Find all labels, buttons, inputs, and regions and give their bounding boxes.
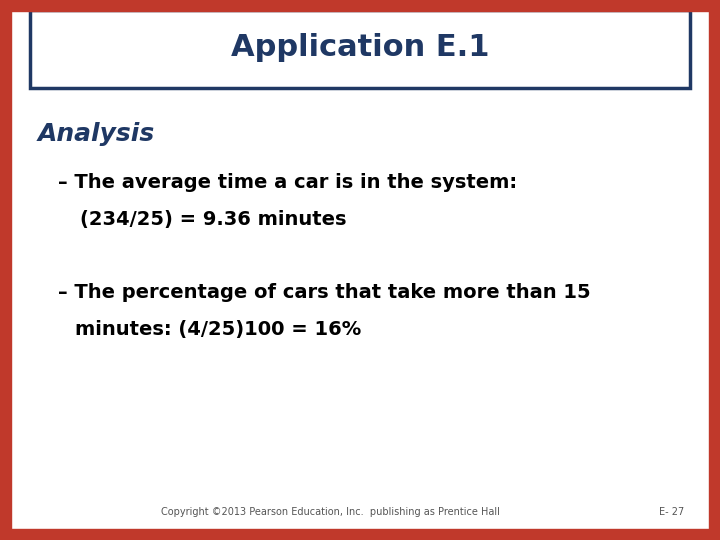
- Bar: [30, 10, 690, 88]
- Text: minutes: (4/25)100 = 16%: minutes: (4/25)100 = 16%: [75, 321, 361, 340]
- Text: (234/25) = 9.36 minutes: (234/25) = 9.36 minutes: [80, 211, 346, 229]
- Text: – The average time a car is in the system:: – The average time a car is in the syste…: [58, 172, 517, 192]
- Text: E- 27: E- 27: [660, 507, 685, 517]
- Bar: [0, 0, 720, 11]
- Bar: [0, 529, 720, 540]
- Bar: [0, 0, 11, 540]
- Text: Application E.1: Application E.1: [230, 33, 490, 63]
- Text: – The percentage of cars that take more than 15: – The percentage of cars that take more …: [58, 282, 590, 301]
- Text: Copyright ©2013 Pearson Education, Inc.  publishing as Prentice Hall: Copyright ©2013 Pearson Education, Inc. …: [161, 507, 500, 517]
- Bar: [709, 0, 720, 540]
- Text: Analysis: Analysis: [38, 122, 156, 146]
